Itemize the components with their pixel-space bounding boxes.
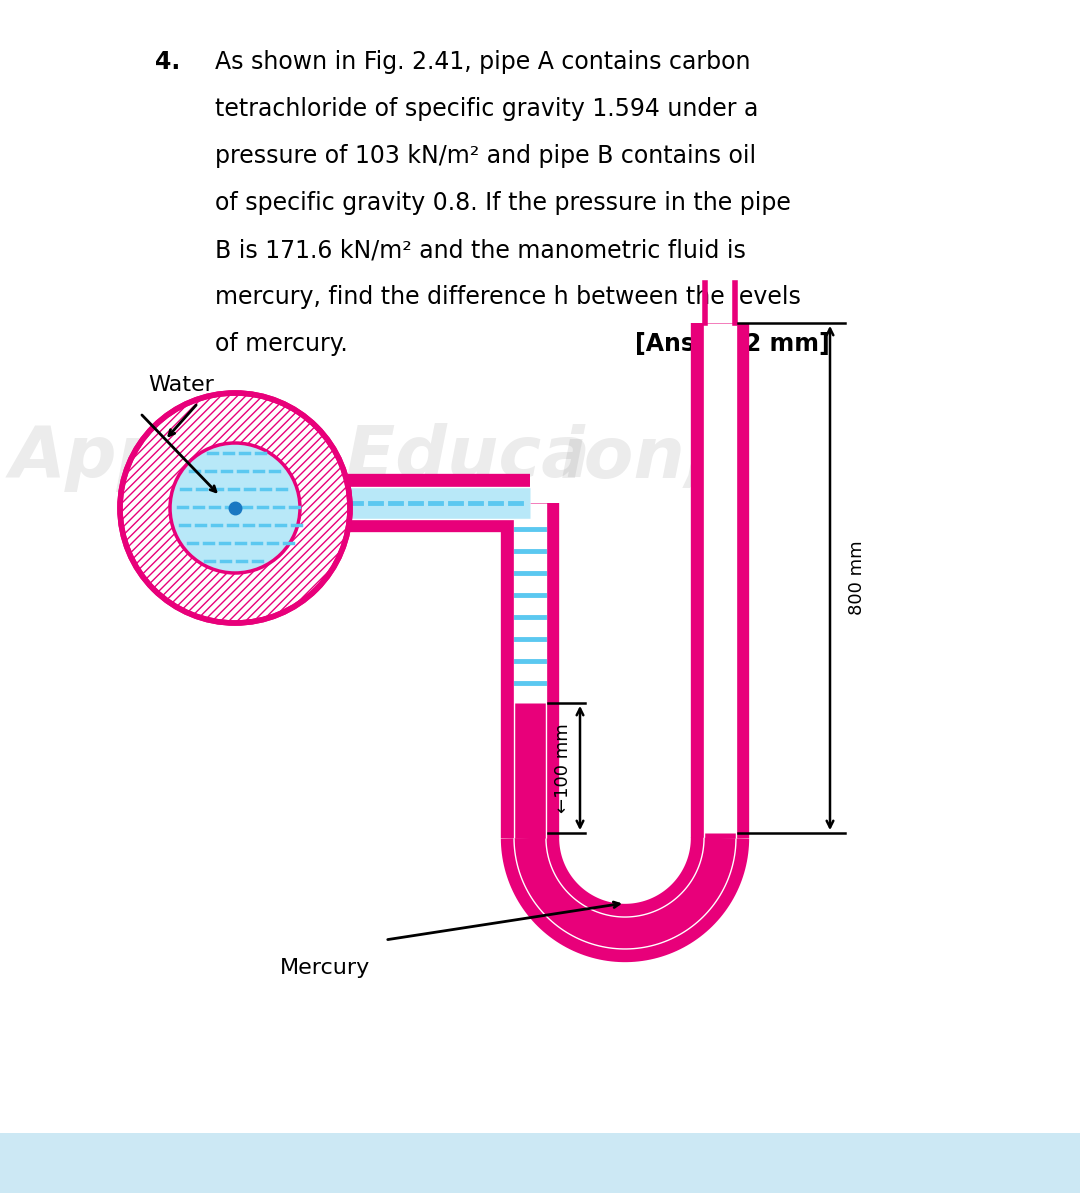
Text: tetrachloride of specific gravity 1.594 under a: tetrachloride of specific gravity 1.594 … xyxy=(215,97,758,120)
Text: of mercury.: of mercury. xyxy=(215,332,348,356)
Circle shape xyxy=(120,392,350,623)
Text: Mercury: Mercury xyxy=(280,958,370,978)
Text: 4.: 4. xyxy=(156,50,180,74)
Text: mercury, find the difference h between the levels: mercury, find the difference h between t… xyxy=(215,285,801,309)
Text: Water: Water xyxy=(148,375,214,395)
Text: As shown in Fig. 2.41, pipe A contains carbon: As shown in Fig. 2.41, pipe A contains c… xyxy=(215,50,751,74)
Circle shape xyxy=(170,443,300,573)
Text: pressure of 103 kN/m² and pipe B contains oil: pressure of 103 kN/m² and pipe B contain… xyxy=(215,144,756,168)
Text: B is 171.6 kN/m² and the manometric fluid is: B is 171.6 kN/m² and the manometric flui… xyxy=(215,237,746,262)
Text: ←100 mm: ←100 mm xyxy=(554,723,572,812)
Text: of specific gravity 0.8. If the pressure in the pipe: of specific gravity 0.8. If the pressure… xyxy=(215,191,791,215)
Text: 800 mm: 800 mm xyxy=(848,540,866,616)
FancyBboxPatch shape xyxy=(0,1133,1080,1193)
Circle shape xyxy=(170,443,300,573)
Text: [Ans. 142 mm]: [Ans. 142 mm] xyxy=(635,332,829,356)
Text: ion,: ion, xyxy=(561,424,713,493)
Text: Apprise Educa: Apprise Educa xyxy=(10,424,591,493)
